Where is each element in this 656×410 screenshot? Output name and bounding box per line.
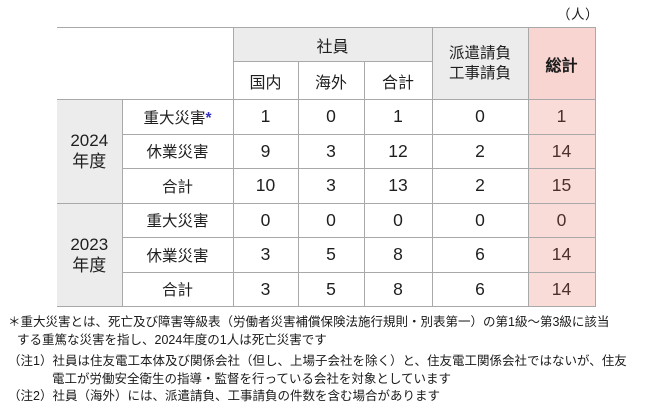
year-value: 2023 bbox=[70, 234, 109, 254]
data-cell: 0 bbox=[232, 202, 299, 238]
table-row: 2024 年度 重大災害* 1 0 1 0 1 bbox=[57, 99, 596, 204]
table-row: 休業災害 9 3 12 2 14 bbox=[57, 133, 596, 169]
year-suffix: 年度 bbox=[72, 255, 107, 275]
header-contractor-line1: 派遣請負 bbox=[448, 44, 511, 62]
row-label-text: 重大災害 bbox=[143, 109, 206, 127]
data-cell: 6 bbox=[431, 237, 529, 273]
year-cell-2024: 2024 年度 bbox=[57, 99, 123, 204]
row-label-text: 合計 bbox=[161, 282, 193, 300]
row-label: 重大災害* bbox=[121, 99, 234, 135]
header-subtotal: 合計 bbox=[363, 61, 433, 100]
data-cell: 2 bbox=[431, 168, 529, 204]
header-domestic: 国内 bbox=[232, 61, 299, 100]
grand-total-cell: 14 bbox=[527, 237, 596, 273]
row-label: 重大災害 bbox=[121, 202, 234, 238]
row-label-text: 合計 bbox=[161, 178, 193, 196]
header-contractor: 派遣請負 工事請負 bbox=[431, 27, 529, 100]
header-grand-total: 総計 bbox=[527, 27, 596, 100]
footnote-line: 電工が労働安全衛生の指導・監督を行っている会社を対象としています bbox=[52, 371, 452, 386]
accident-statistics-table: 社員 派遣請負 工事請負 総計 国内 海外 合計 2024 年度 重大災害* 1… bbox=[57, 27, 596, 307]
header-row-2: 国内 海外 合計 bbox=[57, 61, 595, 100]
grand-total-cell: 14 bbox=[527, 133, 596, 169]
footnote-asterisk: ＊重大災害とは、死亡及び障害等級表（労働者災害補償保険法施行規則・別表第一）の第… bbox=[8, 314, 627, 349]
footnote-note1: （注1）社員は住友電工本体及び関係会社（但し、上場子会社を除く）と、住友電工関係… bbox=[8, 353, 627, 388]
table-row: 合計 10 3 13 2 15 bbox=[57, 168, 596, 204]
asterisk-mark: * bbox=[205, 109, 212, 127]
header-employee: 社員 bbox=[232, 27, 433, 62]
footnotes: ＊重大災害とは、死亡及び障害等級表（労働者災害補償保険法施行規則・別表第一）の第… bbox=[8, 314, 627, 406]
data-cell: 8 bbox=[363, 237, 433, 273]
table-row: 2023 年度 重大災害 0 0 0 0 0 bbox=[57, 202, 596, 307]
row-label-text: 休業災害 bbox=[146, 247, 209, 265]
unit-label: （人） bbox=[557, 7, 599, 22]
footnote-line: （注1）社員は住友電工本体及び関係会社（但し、上場子会社を除く）と、住友電工関係… bbox=[8, 354, 627, 368]
data-cell: 0 bbox=[297, 99, 365, 135]
data-cell: 0 bbox=[363, 202, 433, 238]
footnote-line: （注2）社員（海外）には、派遣請負、工事請負の件数を含む場合があります bbox=[8, 389, 440, 403]
data-cell: 1 bbox=[363, 99, 433, 135]
data-cell: 3 bbox=[232, 271, 299, 307]
row-label: 合計 bbox=[121, 271, 234, 307]
grand-total-cell: 15 bbox=[527, 168, 596, 204]
corner-cell bbox=[57, 27, 234, 100]
table-row: 休業災害 3 5 8 6 14 bbox=[57, 237, 596, 273]
data-cell: 10 bbox=[232, 168, 299, 204]
header-contractor-line2: 工事請負 bbox=[448, 64, 511, 82]
row-label-text: 重大災害 bbox=[146, 213, 209, 231]
grand-total-cell: 1 bbox=[527, 99, 596, 135]
header-overseas: 海外 bbox=[297, 61, 365, 100]
footnote-line: ＊重大災害とは、死亡及び障害等級表（労働者災害補償保険法施行規則・別表第一）の第… bbox=[8, 315, 610, 329]
row-label: 休業災害 bbox=[121, 133, 234, 169]
year-cell-2023: 2023 年度 bbox=[57, 202, 123, 307]
footnote-line: する重篤な災害を指し、2024年度の1人は死亡災害です bbox=[17, 332, 327, 347]
data-cell: 3 bbox=[297, 168, 365, 204]
data-cell: 0 bbox=[297, 202, 365, 238]
year-value: 2024 bbox=[70, 131, 109, 150]
row-label: 休業災害 bbox=[121, 237, 234, 273]
row-label: 合計 bbox=[121, 168, 234, 204]
grand-total-cell: 14 bbox=[527, 271, 596, 307]
data-cell: 0 bbox=[431, 202, 529, 238]
footnote-note2: （注2）社員（海外）には、派遣請負、工事請負の件数を含む場合があります bbox=[8, 388, 627, 406]
data-cell: 1 bbox=[232, 99, 299, 135]
data-cell: 3 bbox=[297, 133, 365, 169]
year-suffix: 年度 bbox=[72, 152, 107, 172]
data-cell: 12 bbox=[363, 133, 433, 169]
grand-total-cell: 0 bbox=[527, 202, 596, 238]
data-cell: 3 bbox=[232, 237, 299, 273]
data-cell: 9 bbox=[232, 133, 299, 169]
data-cell: 2 bbox=[431, 133, 529, 169]
data-cell: 5 bbox=[297, 237, 365, 273]
table-row: 合計 3 5 8 6 14 bbox=[57, 271, 596, 307]
data-cell: 6 bbox=[431, 271, 529, 307]
data-cell: 0 bbox=[431, 99, 529, 135]
data-cell: 13 bbox=[363, 168, 433, 204]
header-row-1: 社員 派遣請負 工事請負 総計 bbox=[57, 27, 596, 100]
row-label-text: 休業災害 bbox=[146, 144, 209, 162]
data-cell: 8 bbox=[363, 271, 433, 307]
data-cell: 5 bbox=[297, 271, 365, 307]
